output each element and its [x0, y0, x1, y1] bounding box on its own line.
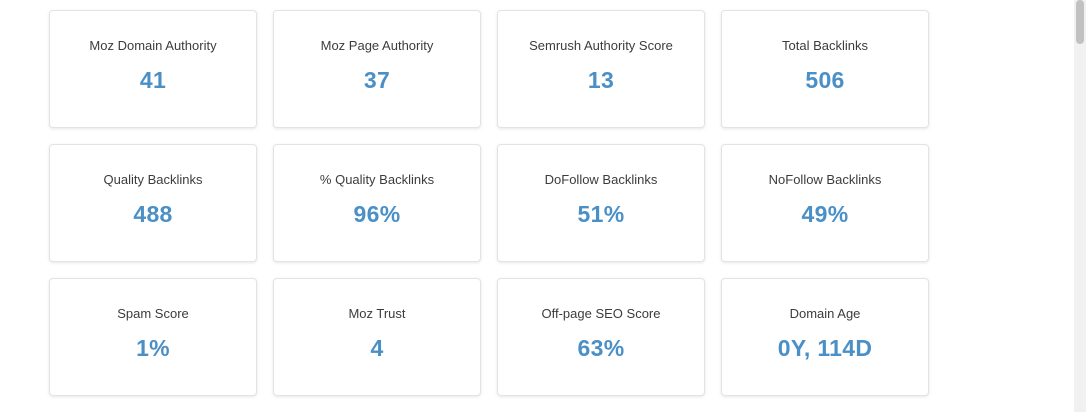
metric-label: Total Backlinks — [782, 38, 868, 53]
metric-label: Moz Page Authority — [320, 38, 434, 53]
metric-card-semrush-authority-score: Semrush Authority Score 13 — [497, 10, 705, 128]
vertical-scrollbar[interactable] — [1074, 0, 1086, 412]
scrollbar-thumb[interactable] — [1076, 0, 1084, 44]
metric-value: 37 — [363, 67, 391, 93]
metric-value: 0Y, 114D — [777, 335, 873, 361]
metric-label: Quality Backlinks — [103, 172, 203, 187]
metric-label: % Quality Backlinks — [319, 172, 435, 187]
metric-card-total-backlinks: Total Backlinks 506 — [721, 10, 929, 128]
metric-card-dofollow-backlinks: DoFollow Backlinks 51% — [497, 144, 705, 262]
metric-card-moz-page-authority: Moz Page Authority 37 — [273, 10, 481, 128]
metrics-grid: Moz Domain Authority 41 Moz Page Authori… — [49, 10, 929, 396]
metric-value: 51% — [577, 201, 625, 227]
metric-value: 96% — [353, 201, 401, 227]
metric-label: Moz Domain Authority — [89, 38, 217, 53]
metric-card-off-page-seo-score: Off-page SEO Score 63% — [497, 278, 705, 396]
metric-value: 41 — [139, 67, 167, 93]
metric-label: Spam Score — [117, 306, 189, 321]
metric-card-spam-score: Spam Score 1% — [49, 278, 257, 396]
metric-value: 488 — [133, 201, 173, 227]
metric-value: 4 — [370, 335, 384, 361]
metric-card-moz-domain-authority: Moz Domain Authority 41 — [49, 10, 257, 128]
metric-card-quality-backlinks: Quality Backlinks 488 — [49, 144, 257, 262]
metric-label: Semrush Authority Score — [529, 38, 673, 53]
metric-card-nofollow-backlinks: NoFollow Backlinks 49% — [721, 144, 929, 262]
metric-card-percent-quality-backlinks: % Quality Backlinks 96% — [273, 144, 481, 262]
metric-label: Off-page SEO Score — [541, 306, 661, 321]
metric-card-domain-age: Domain Age 0Y, 114D — [721, 278, 929, 396]
metric-label: Moz Trust — [348, 306, 406, 321]
metric-value: 49% — [801, 201, 849, 227]
metric-label: DoFollow Backlinks — [544, 172, 658, 187]
metric-label: Domain Age — [789, 306, 861, 321]
metric-value: 1% — [136, 335, 170, 361]
metric-value: 63% — [577, 335, 625, 361]
metric-value: 506 — [805, 67, 845, 93]
metric-value: 13 — [587, 67, 615, 93]
metric-label: NoFollow Backlinks — [768, 172, 882, 187]
metric-card-moz-trust: Moz Trust 4 — [273, 278, 481, 396]
